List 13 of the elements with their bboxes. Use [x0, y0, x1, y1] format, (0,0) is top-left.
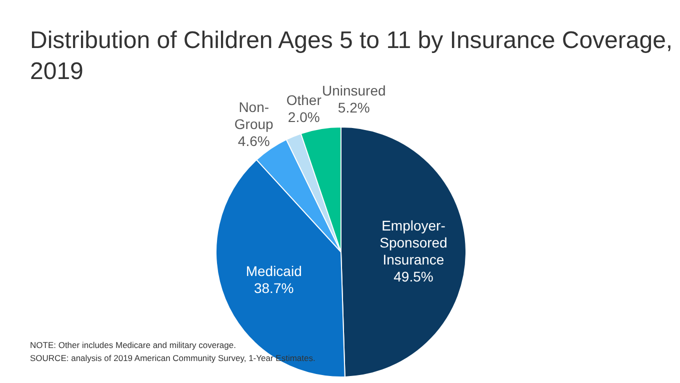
data-label: 38.7%: [254, 280, 294, 296]
data-label: 2.0%: [288, 109, 320, 126]
slice-label: Other: [286, 92, 322, 108]
slice-label: Employer-Sponsored Insurance: [380, 217, 448, 268]
slice-label: Uninsured: [322, 82, 386, 99]
text: NOTE: Other includes Medicare and military coverage.: [30, 340, 236, 350]
data-label: 5.2%: [338, 100, 370, 116]
chart-title: Distribution of Children Ages 5 to 11 by Insurance Coverage, 2019: [30, 27, 673, 85]
source-note: SOURCE: analysis of 2019 American Community Survey, 1-Year Estimates.: [30, 353, 316, 363]
data-label: 4.6%: [238, 132, 270, 149]
slice-label: Non-Group: [234, 98, 274, 132]
data-label: 49.5%: [394, 268, 434, 284]
slice-label: Medicaid: [246, 262, 302, 279]
